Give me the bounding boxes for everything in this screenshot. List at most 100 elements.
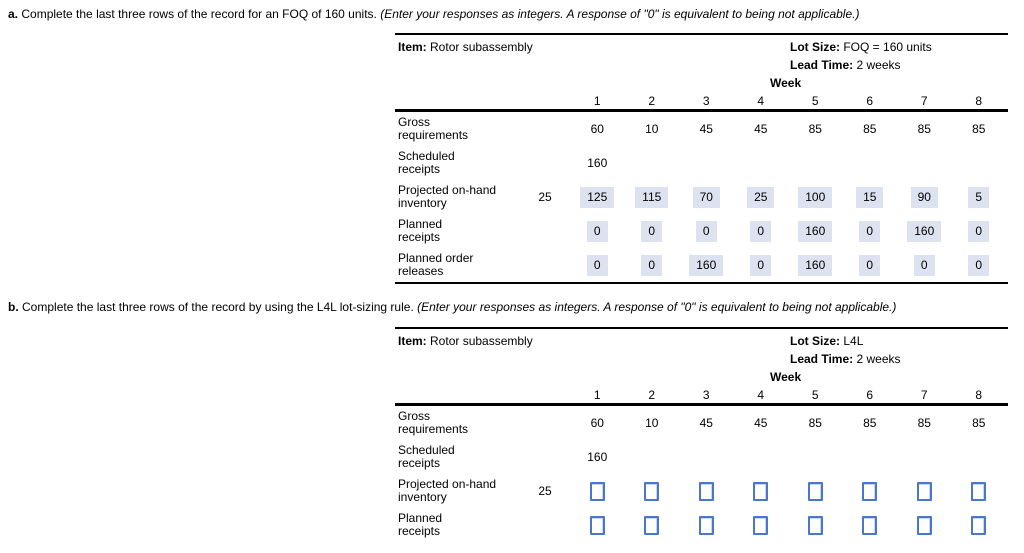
grid-cell: 60 (590, 122, 604, 136)
item-label: Item: (398, 334, 427, 348)
grid-cell (734, 515, 789, 535)
grid-cell (625, 515, 680, 535)
grid-cell (952, 481, 1007, 501)
answer-input-projected-week2[interactable] (644, 481, 660, 501)
answer-input-receipts-week1[interactable] (589, 515, 605, 535)
answer-cell: 70 (692, 186, 720, 208)
week-number: 6 (866, 94, 874, 108)
grid-cell: 115 (625, 186, 680, 208)
instruction-part-b: b. Complete the last three rows of the r… (8, 300, 896, 314)
answer-input-receipts-week3[interactable] (698, 515, 714, 535)
initial-inventory-cell: 25 (538, 484, 552, 498)
lot-size-field: Lot Size: L4L (790, 334, 863, 348)
row-projected-on-hand: Projected on-hand inventory 25 (395, 474, 1008, 508)
answer-cell: 160 (798, 220, 833, 242)
week-number: 1 (593, 388, 601, 402)
answer-input-projected-week5[interactable] (807, 481, 823, 501)
row-gross-requirements: Gross requirements 60 10 45 45 85 85 85 … (395, 406, 1008, 440)
grid-cell: 85 (863, 122, 877, 136)
answer-input-receipts-week2[interactable] (644, 515, 660, 535)
grid-cell: 90 (897, 186, 952, 208)
grid-cell: 85 (808, 122, 822, 136)
grid-cell: 10 (645, 122, 659, 136)
answer-cell: 160 (798, 254, 833, 276)
answer-input-projected-week1[interactable] (589, 481, 605, 501)
row-label: Scheduled receipts (398, 443, 455, 470)
row-planned-receipts: Planned receipts (395, 508, 1008, 542)
answer-cell: 125 (580, 186, 615, 208)
answer-cell: 0 (750, 220, 772, 242)
row-label: Planned receipts (398, 217, 443, 244)
week-number: 1 (593, 94, 601, 108)
grid-cell: 160 (587, 156, 608, 170)
grid-cell: 0 (570, 254, 625, 276)
grid-cell (679, 481, 734, 501)
grid-cell (679, 515, 734, 535)
answer-cell: 0 (641, 220, 663, 242)
answer-input-receipts-week4[interactable] (753, 515, 769, 535)
grid-cell (952, 515, 1007, 535)
grid-cell: 0 (843, 220, 898, 242)
row-label: Scheduled receipts (398, 149, 455, 176)
week-number: 4 (757, 388, 765, 402)
answer-input-projected-week4[interactable] (753, 481, 769, 501)
grid-cell: 0 (570, 220, 625, 242)
row-label: Projected on-hand inventory (398, 183, 497, 210)
grid-cell: 0 (625, 254, 680, 276)
mrp-record-l4l: Item: Rotor subassembly Lot Size: L4L Le… (395, 327, 1008, 542)
answer-cell: 0 (913, 254, 935, 276)
answer-input-projected-week8[interactable] (971, 481, 987, 501)
row-planned-receipts: Planned receipts 0 0 0 0 160 0 160 0 (395, 214, 1008, 248)
item-label: Item: (398, 40, 427, 54)
grid-cell: 5 (952, 186, 1007, 208)
week-number: 8 (975, 388, 983, 402)
answer-input-receipts-week5[interactable] (807, 515, 823, 535)
item-value: Rotor subassembly (430, 40, 533, 54)
grid-cell: 85 (917, 416, 931, 430)
answer-cell: 0 (968, 254, 990, 276)
grid-cell (788, 515, 843, 535)
grid-cell (843, 481, 898, 501)
lead-time-label: Lead Time: (790, 352, 854, 366)
grid-cell: 0 (734, 220, 789, 242)
grid-cell: 100 (788, 186, 843, 208)
answer-cell: 100 (798, 186, 833, 208)
answer-input-receipts-week8[interactable] (971, 515, 987, 535)
lead-time-value: 2 weeks (856, 352, 901, 366)
answer-cell: 0 (750, 254, 772, 276)
grid-cell: 85 (808, 416, 822, 430)
lot-size-value: FOQ = 160 units (843, 40, 932, 54)
grid-cell: 160 (788, 220, 843, 242)
grid-cell: 25 (734, 186, 789, 208)
week-number-row: 1 2 3 4 5 6 7 8 (570, 388, 1006, 402)
week-number: 3 (702, 388, 710, 402)
grid-cell: 45 (754, 122, 768, 136)
mrp-record-foq: Item: Rotor subassembly Lot Size: FOQ = … (395, 33, 1008, 284)
week-number: 6 (866, 388, 874, 402)
answer-input-projected-week3[interactable] (698, 481, 714, 501)
answer-cell: 0 (586, 254, 608, 276)
grid-cell (897, 481, 952, 501)
answer-input-receipts-week6[interactable] (862, 515, 878, 535)
week-number: 5 (811, 388, 819, 402)
lot-size-label: Lot Size: (790, 40, 840, 54)
grid-cell: 85 (972, 416, 986, 430)
grid-cell (843, 515, 898, 535)
answer-input-receipts-week7[interactable] (916, 515, 932, 535)
grid-cell (734, 481, 789, 501)
answer-input-projected-week6[interactable] (862, 481, 878, 501)
row-planned-order-releases: Planned order releases 0 0 160 0 160 0 0… (395, 248, 1008, 282)
grid-cell: 85 (972, 122, 986, 136)
mrp-record-l4l-header: Item: Rotor subassembly Lot Size: L4L Le… (395, 329, 1008, 406)
week-number: 2 (648, 388, 656, 402)
row-label: Planned receipts (398, 511, 443, 538)
week-number: 7 (920, 388, 928, 402)
grid-cell: 160 (587, 450, 608, 464)
answer-cell: 0 (859, 254, 881, 276)
row-label: Gross requirements (398, 409, 469, 436)
lead-time-value: 2 weeks (856, 58, 901, 72)
row-label: Planned order releases (398, 251, 474, 278)
answer-input-projected-week7[interactable] (916, 481, 932, 501)
mrp-record-foq-header: Item: Rotor subassembly Lot Size: FOQ = … (395, 35, 1008, 112)
item-field: Item: Rotor subassembly (398, 40, 533, 54)
